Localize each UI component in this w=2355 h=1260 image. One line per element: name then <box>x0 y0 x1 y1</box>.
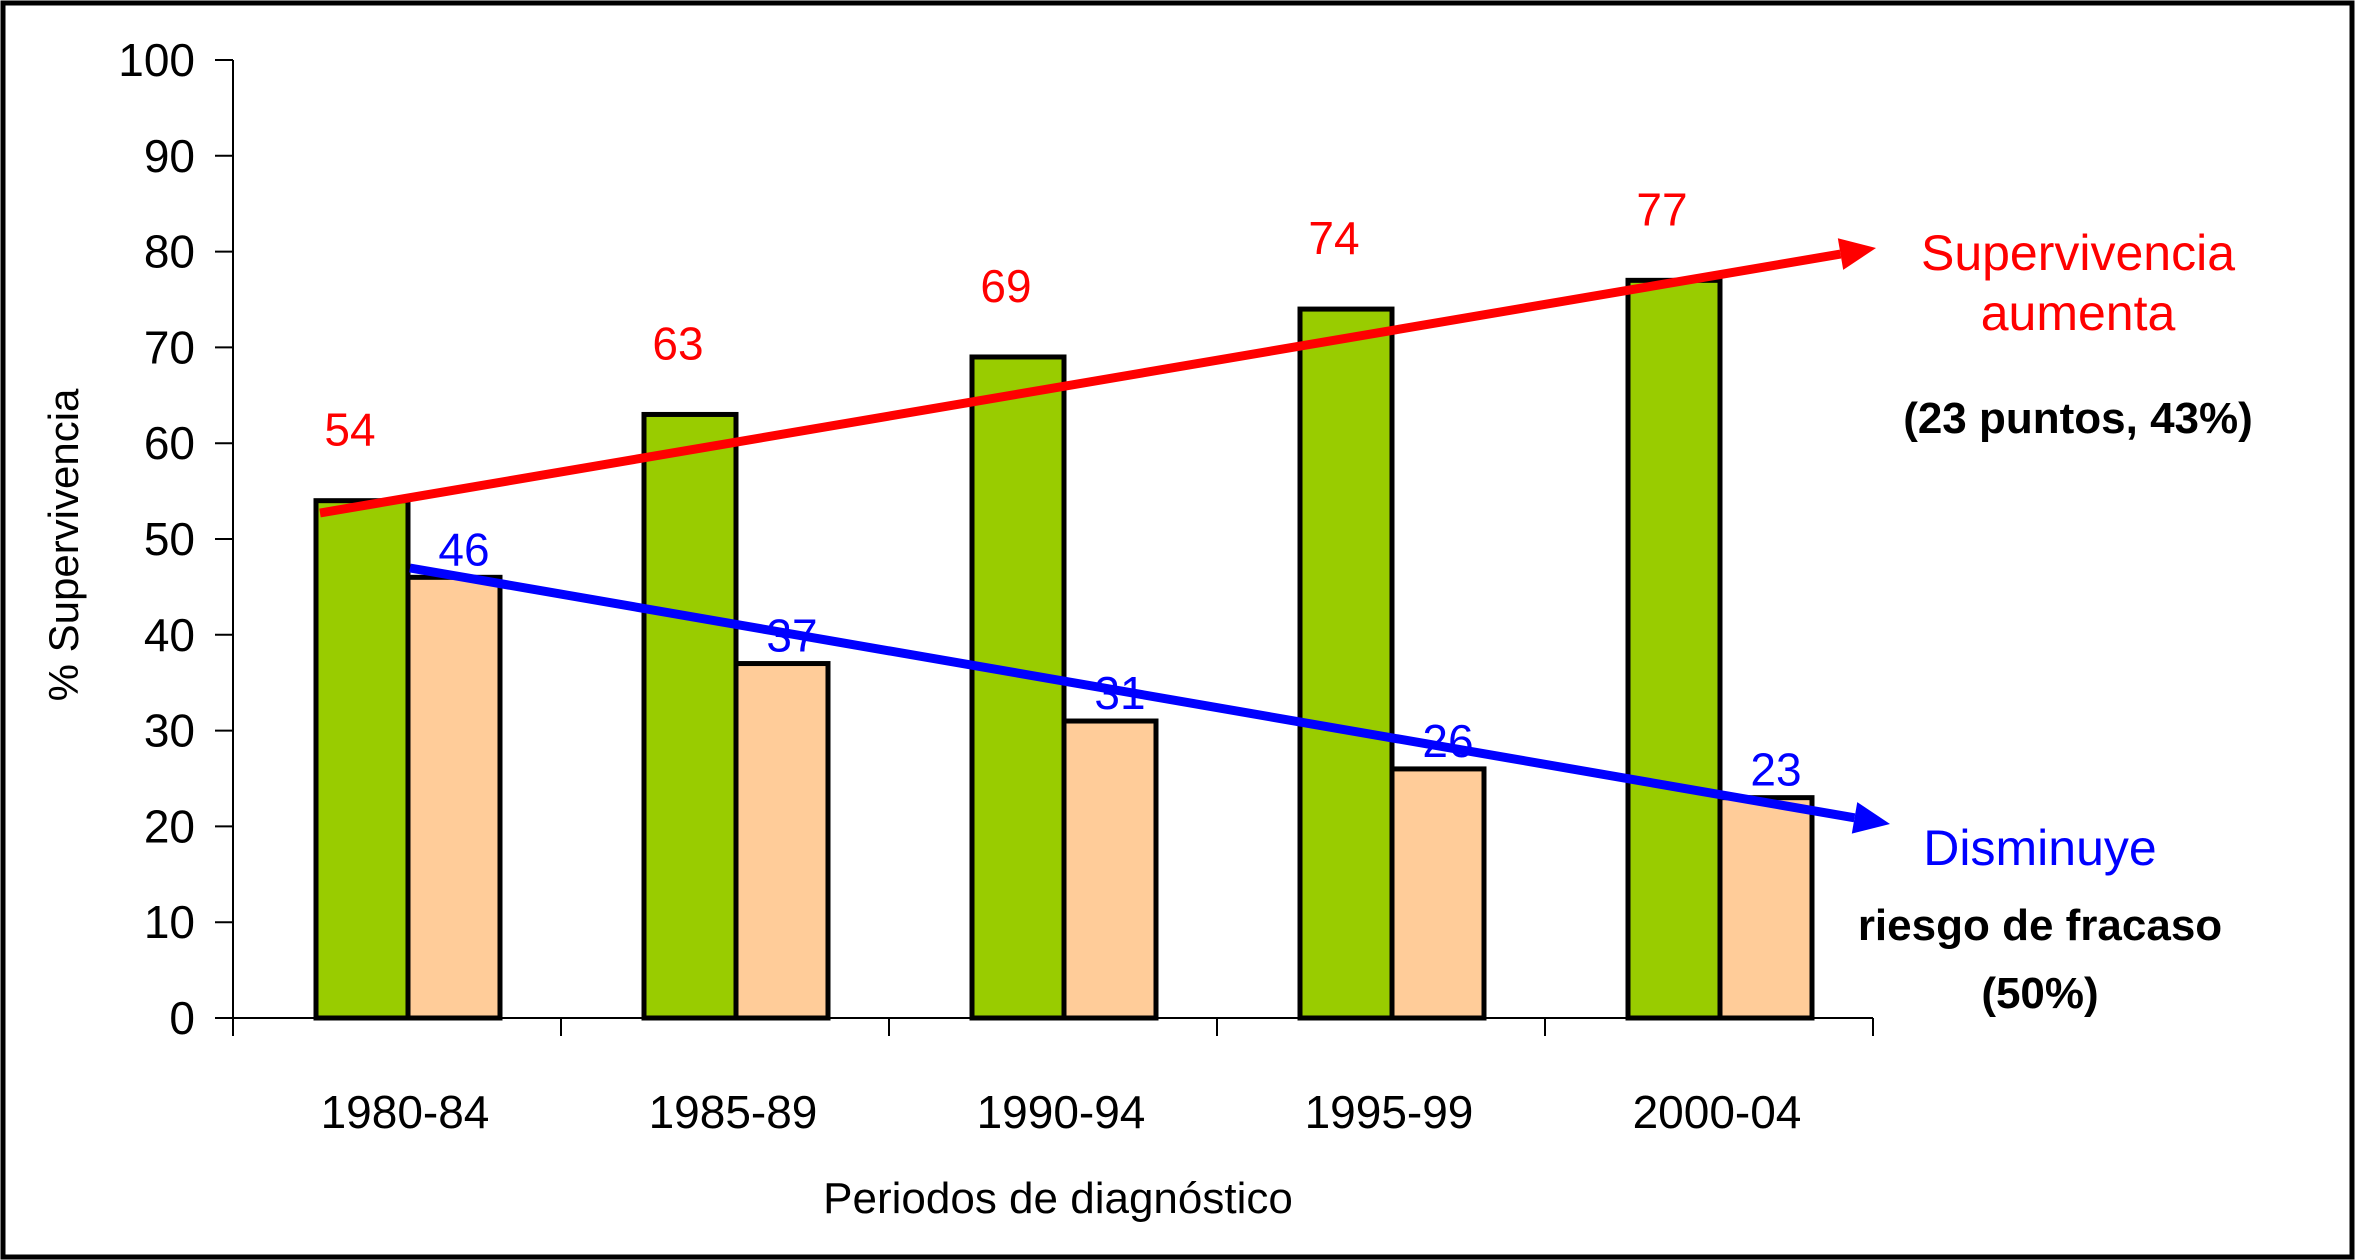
annotation-up-line1: Supervivencia <box>1921 225 2235 281</box>
bar-failure <box>733 661 831 1021</box>
bar-survival <box>313 498 411 1021</box>
axes: 0 10 20 30 40 50 60 70 80 90 100 1980-84 1985-89 1990… <box>118 34 1874 1138</box>
bar-survival <box>1625 277 1723 1021</box>
bar-failure <box>1389 766 1487 1021</box>
bar-failure <box>1717 795 1815 1021</box>
bar-survival <box>641 411 739 1021</box>
y-tick-label: 80 <box>144 226 195 278</box>
data-label: 63 <box>652 317 703 369</box>
decrease-arrow-line <box>409 563 1856 823</box>
increase-arrow-line <box>319 249 1842 518</box>
annotation-up-line2: aumenta <box>1981 285 2176 341</box>
data-label: 54 <box>324 404 375 456</box>
data-label: 74 <box>1308 212 1359 264</box>
y-tick-label: 20 <box>144 800 195 852</box>
x-tick-label: 1980-84 <box>321 1086 490 1138</box>
data-label: 69 <box>980 260 1031 312</box>
bar-survival <box>1297 306 1395 1021</box>
data-label: 46 <box>438 523 489 575</box>
data-labels: 54636974774637312623 <box>324 183 1801 795</box>
x-tick-label: 1990-94 <box>977 1086 1146 1138</box>
annotation-up: Supervivencia aumenta (23 puntos, 43%) <box>1903 225 2253 443</box>
y-tick-label: 50 <box>144 513 195 565</box>
bar-failure <box>1061 718 1159 1021</box>
x-tick-label: 1995-99 <box>1305 1086 1474 1138</box>
annotation-down-line2: riesgo de fracaso <box>1858 901 2222 950</box>
y-tick-label: 0 <box>169 992 195 1044</box>
y-tick-label: 100 <box>118 34 195 86</box>
y-axis-title: % Supervivencia <box>40 388 87 701</box>
annotation-down-detail: (50%) <box>1981 969 2098 1018</box>
annotation-up-detail: (23 puntos, 43%) <box>1903 394 2253 443</box>
data-label: 77 <box>1636 183 1687 235</box>
increase-arrow-head <box>1837 238 1876 270</box>
bar-survival <box>969 354 1067 1021</box>
annotation-down: Disminuye riesgo de fracaso (50%) <box>1858 820 2222 1018</box>
bars <box>313 277 1815 1021</box>
y-tick-label: 60 <box>144 417 195 469</box>
y-tick-label: 70 <box>144 321 195 373</box>
annotation-down-line1: Disminuye <box>1923 820 2156 876</box>
x-axis-title: Periodos de diagnóstico <box>823 1174 1293 1223</box>
x-tick-label: 2000-04 <box>1633 1086 1802 1138</box>
x-tick-label: 1985-89 <box>649 1086 818 1138</box>
data-label: 23 <box>1750 744 1801 796</box>
y-tick-label: 10 <box>144 896 195 948</box>
y-tick-label: 90 <box>144 130 195 182</box>
decrease-arrow-head <box>1851 802 1890 834</box>
trend-arrows <box>319 238 1890 834</box>
y-tick-label: 30 <box>144 705 195 757</box>
bar-failure <box>405 574 503 1021</box>
y-tick-label: 40 <box>144 609 195 661</box>
